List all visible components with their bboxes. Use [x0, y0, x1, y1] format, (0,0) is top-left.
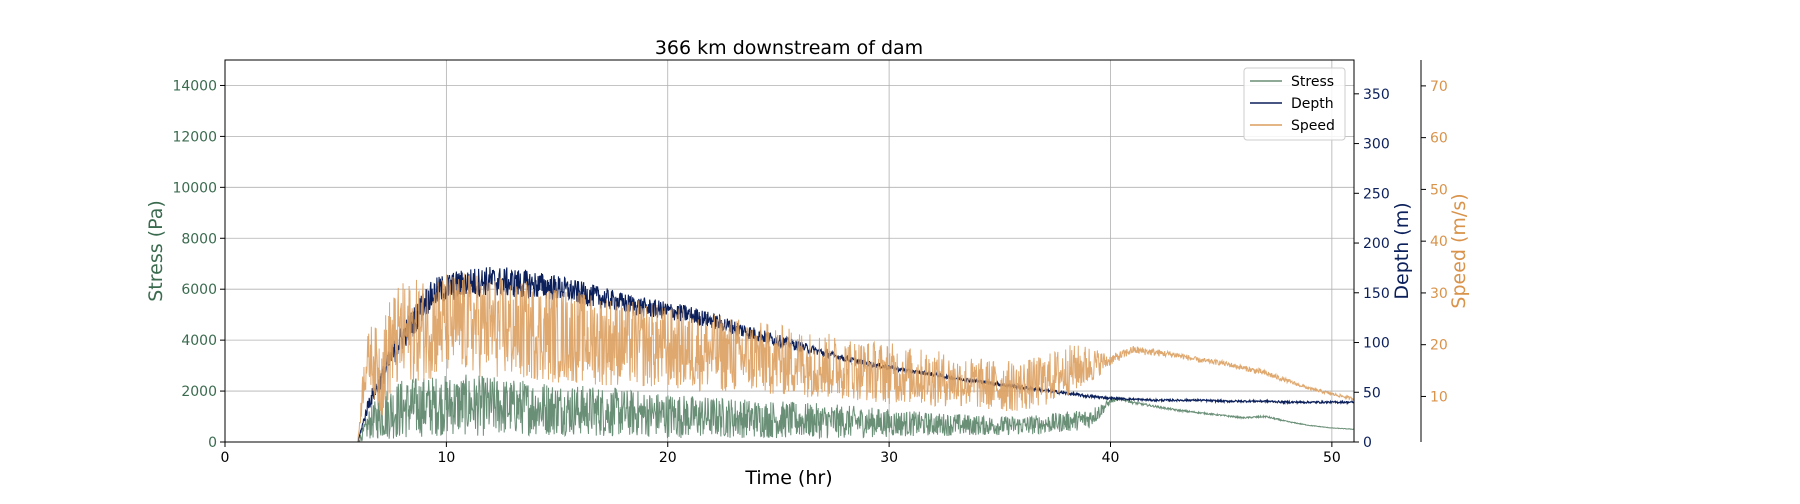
stress-axis: 0 2000 4000 6000 8000 10000 12000 14000 [172, 78, 225, 451]
series-line-stress [225, 374, 1354, 442]
series-layer [225, 267, 1354, 442]
speed-tick-label: 40 [1430, 234, 1448, 250]
stress-tick-label: 4000 [181, 333, 217, 349]
stress-tick-label: 14000 [172, 78, 217, 94]
depth-tick-label: 100 [1363, 336, 1390, 352]
speed-tick-label: 50 [1430, 182, 1448, 198]
legend-box [1243, 67, 1346, 141]
depth-tick-label: 200 [1363, 236, 1390, 252]
depth-axis: 0 50 100 150 200 250 300 350 [1354, 87, 1390, 451]
depth-tick-label: 50 [1363, 385, 1381, 401]
legend-label-speed: Speed [1291, 118, 1335, 134]
speed-tick-label: 30 [1430, 286, 1448, 302]
depth-axis-label: Depth (m) [1391, 202, 1413, 299]
legend: Stress Depth Speed [1243, 67, 1346, 141]
x-axis-label: Time (hr) [744, 467, 832, 489]
stress-tick-label: 12000 [172, 129, 217, 145]
series-line-speed [225, 273, 1354, 442]
depth-tick-label: 300 [1363, 137, 1390, 153]
x-tick-label: 30 [880, 450, 898, 466]
plot-frame [224, 59, 1355, 443]
speed-tick-label: 20 [1430, 338, 1448, 354]
stress-tick-label: 8000 [181, 231, 217, 247]
x-tick-label: 0 [221, 450, 230, 466]
speed-axis-label: Speed (m/s) [1448, 193, 1470, 308]
speed-axis: 10 20 30 40 50 60 70 [1421, 79, 1448, 405]
stress-tick-label: 0 [208, 435, 217, 451]
speed-tick-label: 10 [1430, 389, 1448, 405]
speed-tick-label: 70 [1430, 79, 1448, 95]
depth-tick-label: 0 [1363, 435, 1372, 451]
stress-tick-label: 6000 [181, 282, 217, 298]
chart-title: 366 km downstream of dam [655, 37, 923, 59]
x-tick-label: 50 [1323, 450, 1341, 466]
depth-tick-label: 150 [1363, 286, 1390, 302]
x-tick-label: 20 [659, 450, 677, 466]
x-axis: 0 10 20 30 40 50 [221, 442, 1341, 466]
stress-tick-label: 10000 [172, 180, 217, 196]
speed-tick-label: 60 [1430, 131, 1448, 147]
x-tick-label: 40 [1102, 450, 1120, 466]
depth-tick-label: 250 [1363, 186, 1390, 202]
stress-tick-label: 2000 [181, 384, 217, 400]
stress-axis-label: Stress (Pa) [145, 200, 167, 302]
legend-label-depth: Depth [1291, 96, 1334, 112]
x-tick-label: 10 [437, 450, 455, 466]
legend-label-stress: Stress [1291, 74, 1334, 90]
depth-tick-label: 350 [1363, 87, 1390, 103]
